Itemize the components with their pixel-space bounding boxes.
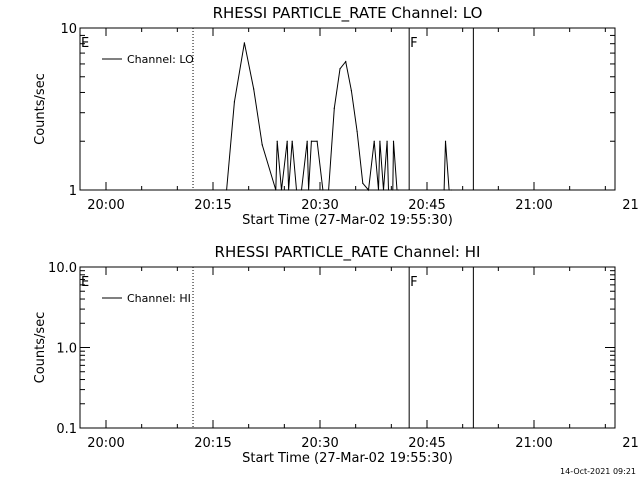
- generation-timestamp: 14-Oct-2021 09:21: [560, 467, 636, 476]
- data-point: [261, 144, 263, 146]
- data-point: [333, 107, 335, 109]
- data-point: [392, 140, 395, 142]
- data-point: [450, 189, 452, 191]
- data-point: [443, 189, 445, 191]
- event-marker-label: E: [81, 275, 89, 290]
- data-point: [367, 189, 370, 191]
- x-tick-label: 21:00: [515, 198, 552, 213]
- data-point: [316, 140, 318, 142]
- series-line: [226, 42, 452, 192]
- x-tick-label: 20:00: [87, 436, 124, 451]
- event-marker-label: E: [81, 36, 89, 51]
- data-point: [345, 61, 347, 63]
- y-tick-label: 1.0: [56, 342, 77, 357]
- data-point: [396, 189, 398, 191]
- data-point: [322, 189, 324, 191]
- data-point: [386, 140, 388, 142]
- legend-label: Channel: LO: [127, 53, 194, 66]
- data-point: [286, 140, 288, 142]
- data-point: [373, 140, 375, 142]
- x-tick-label: 20:00: [87, 198, 124, 213]
- y-tick-label: 0.1: [56, 422, 77, 437]
- plot-frame: [79, 27, 616, 191]
- data-point: [225, 189, 228, 191]
- data-point: [444, 140, 447, 142]
- x-tick-label: 21:15: [622, 436, 640, 451]
- chart-panels: RHESSI PARTICLE_RATE Channel: LO 1 10 Count…: [33, 4, 640, 466]
- y-axis-label: Counts/sec: [33, 312, 48, 384]
- x-tick-label: 20:15: [194, 198, 231, 213]
- y-axis-label: Counts/sec: [33, 73, 48, 145]
- data-point: [382, 189, 385, 191]
- event-marker-label: F: [410, 36, 417, 51]
- data-point: [397, 189, 400, 191]
- legend-label: Channel: HI: [127, 292, 191, 305]
- x-tick-label: 21:15: [622, 198, 640, 213]
- data-point: [387, 189, 390, 191]
- data-point: [275, 189, 277, 191]
- x-tick-label: 20:30: [301, 198, 338, 213]
- x-tick-label: 20:45: [408, 198, 445, 213]
- chart-panel-1: RHESSI PARTICLE_RATE Channel: LO 1 10 Count…: [33, 4, 640, 228]
- data-point: [307, 189, 310, 191]
- data-point: [276, 140, 278, 142]
- data-point: [377, 189, 380, 191]
- x-axis-label: Start Time (27-Mar-02 19:55:30): [242, 451, 453, 466]
- data-point: [288, 189, 290, 191]
- data-point: [295, 189, 298, 191]
- data-point: [306, 140, 308, 142]
- x-axis-label: Start Time (27-Mar-02 19:55:30): [242, 213, 453, 228]
- data-point: [253, 88, 255, 90]
- data-point: [379, 140, 381, 142]
- data-point: [339, 68, 341, 70]
- chart-title: RHESSI PARTICLE_RATE Channel: LO: [213, 4, 483, 23]
- y-tick-label: 10: [60, 22, 77, 37]
- x-tick-label: 20:30: [301, 436, 338, 451]
- data-point: [327, 189, 330, 191]
- data-point: [356, 130, 358, 133]
- y-tick-label: 1: [69, 184, 77, 199]
- event-marker-label: F: [410, 275, 417, 290]
- data-point: [280, 189, 283, 191]
- x-tick-label: 20:45: [408, 436, 445, 451]
- data-point: [362, 182, 364, 184]
- data-point: [310, 140, 313, 142]
- x-tick-label: 20:15: [194, 436, 231, 451]
- data-point: [350, 90, 352, 92]
- data-point: [291, 140, 293, 142]
- data-point: [300, 189, 303, 191]
- chart-title: RHESSI PARTICLE_RATE Channel: HI: [215, 243, 481, 262]
- data-point: [233, 101, 235, 103]
- chart-panel-2: RHESSI PARTICLE_RATE Channel: HI 0.1 1.0 10…: [33, 243, 640, 466]
- data-point: [448, 189, 450, 191]
- data-point: [243, 42, 245, 44]
- y-tick-label: 10.0: [48, 261, 77, 276]
- data-point: [392, 189, 394, 191]
- x-tick-label: 21:00: [515, 436, 552, 451]
